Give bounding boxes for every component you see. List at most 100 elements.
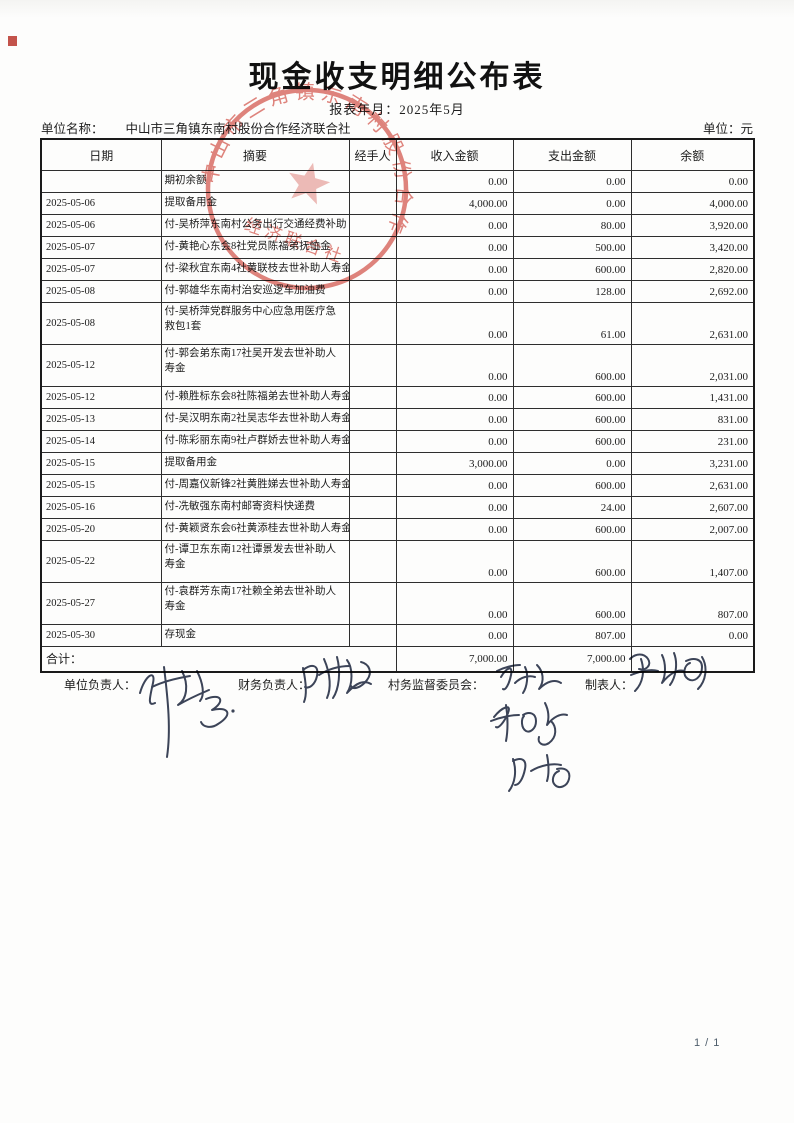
table-row: 2025-05-12 付-郭会弟东南17社吴开发去世补助人寿金 0.00 600.00… xyxy=(40,344,755,387)
header-cell-3: 收入金额 xyxy=(395,138,514,171)
handler-cell xyxy=(348,518,397,541)
total-label: 合计： xyxy=(40,646,397,672)
balance-cell: 4,000.00 xyxy=(630,192,755,215)
handler-cell xyxy=(348,280,397,303)
table-row: 2025-05-15 付-周嘉仪新锋2社黄胜娣去世补助人寿金 0.00 600.00 2… xyxy=(40,474,755,497)
income-cell: 0.00 xyxy=(395,582,514,625)
table-row: 2025-05-20 付-黄颖贤东会6社黄添桂去世补助人寿金 0.00 600.00 2… xyxy=(40,518,755,541)
total-balance xyxy=(630,646,755,672)
summary-cell: 付-冼敏强东南村邮寄资料快递费 xyxy=(160,496,350,519)
tabulator-label: 制表人： xyxy=(585,678,634,692)
header-cell-2: 经手人 xyxy=(348,138,397,171)
table-row: 2025-05-16 付-冼敏强东南村邮寄资料快递费 0.00 24.00 2,607.… xyxy=(40,496,755,519)
handler-cell xyxy=(348,192,397,215)
balance-cell: 2,692.00 xyxy=(630,280,755,303)
balance-cell: 3,420.00 xyxy=(630,236,755,259)
handler-cell xyxy=(348,214,397,237)
summary-cell: 付-袁群芳东南17社赖全弟去世补助人寿金 xyxy=(160,582,350,625)
expense-cell: 500.00 xyxy=(512,236,632,259)
date-cell: 2025-05-12 xyxy=(40,386,162,409)
income-cell: 0.00 xyxy=(395,518,514,541)
table-row: 2025-05-12 付-赖胜标东会8社陈福弟去世补助人寿金 0.00 600.00 1… xyxy=(40,386,755,409)
income-cell: 0.00 xyxy=(395,236,514,259)
balance-cell: 2,031.00 xyxy=(630,344,755,387)
unit-name-label: 单位名称： xyxy=(41,122,104,136)
summary-cell: 付-吴桥萍党群服务中心应急用医疗急救包1套 xyxy=(160,302,350,345)
header-cell-1: 摘要 xyxy=(160,138,350,171)
handler-cell xyxy=(348,386,397,409)
table-header-row: 日期 摘要 经手人 收入金额 支出金额 余额 xyxy=(40,138,755,171)
expense-cell: 61.00 xyxy=(512,302,632,345)
date-cell: 2025-05-27 xyxy=(40,582,162,625)
ledger-table: 日期 摘要 经手人 收入金额 支出金额 余额 期初余额 0.00 0.00 0.00 2025-0… xyxy=(40,138,755,673)
income-cell: 0.00 xyxy=(395,408,514,431)
handler-cell xyxy=(348,302,397,345)
summary-cell: 提取备用金 xyxy=(160,452,350,475)
income-cell: 0.00 xyxy=(395,430,514,453)
expense-cell: 807.00 xyxy=(512,624,632,647)
income-cell: 0.00 xyxy=(395,280,514,303)
table-row: 2025-05-27 付-袁群芳东南17社赖全弟去世补助人寿金 0.00 600.00… xyxy=(40,582,755,625)
date-cell: 2025-05-06 xyxy=(40,192,162,215)
summary-cell: 付-黄艳心东会8社党员陈福弟抚恤金 xyxy=(160,236,350,259)
date-cell: 2025-05-15 xyxy=(40,452,162,475)
expense-cell: 600.00 xyxy=(512,344,632,387)
table-row: 2025-05-30 存现金 0.00 807.00 0.00 xyxy=(40,624,755,647)
handler-cell xyxy=(348,408,397,431)
page-title: 现金收支明细公布表 xyxy=(248,61,546,94)
summary-cell: 付-赖胜标东会8社陈福弟去世补助人寿金 xyxy=(160,386,350,409)
income-cell: 0.00 xyxy=(395,214,514,237)
expense-cell: 0.00 xyxy=(512,170,632,193)
handler-cell xyxy=(348,430,397,453)
summary-cell: 付-吴桥萍东南村公务出行交通经费补助 xyxy=(160,214,350,237)
expense-cell: 600.00 xyxy=(512,474,632,497)
total-expense: 7,000.00 xyxy=(512,646,632,672)
expense-cell: 600.00 xyxy=(512,430,632,453)
handler-cell xyxy=(348,344,397,387)
balance-cell: 1,431.00 xyxy=(630,386,755,409)
income-cell: 0.00 xyxy=(395,258,514,281)
summary-cell: 付-谭卫东东南12社谭景发去世补助人寿金 xyxy=(160,540,350,583)
red-mark xyxy=(8,36,17,46)
balance-cell: 3,920.00 xyxy=(630,214,755,237)
signature-unit-head xyxy=(139,666,235,758)
summary-cell: 付-郭会弟东南17社吴开发去世补助人寿金 xyxy=(160,344,350,387)
income-cell: 0.00 xyxy=(395,540,514,583)
handler-cell xyxy=(348,170,397,193)
table-row: 2025-05-06 付-吴桥萍东南村公务出行交通经费补助 0.00 80.00 3,9… xyxy=(40,214,755,237)
table-row: 2025-05-22 付-谭卫东东南12社谭景发去世补助人寿金 0.00 600.00… xyxy=(40,540,755,583)
handler-cell xyxy=(348,452,397,475)
expense-cell: 24.00 xyxy=(512,496,632,519)
summary-cell: 提取备用金 xyxy=(160,192,350,215)
date-cell: 2025-05-08 xyxy=(40,280,162,303)
summary-cell: 付-陈彩丽东南9社卢群娇去世补助人寿金 xyxy=(160,430,350,453)
header-cell-4: 支出金额 xyxy=(512,138,632,171)
expense-cell: 80.00 xyxy=(512,214,632,237)
table-row: 2025-05-07 付-梁秋宜东南4社黄联枝去世补助人寿金 0.00 600.00 2… xyxy=(40,258,755,281)
signature-supervisor-3 xyxy=(508,754,571,792)
balance-cell: 2,007.00 xyxy=(630,518,755,541)
income-cell: 3,000.00 xyxy=(395,452,514,475)
handler-cell xyxy=(348,236,397,259)
income-cell: 0.00 xyxy=(395,386,514,409)
date-cell: 2025-05-07 xyxy=(40,258,162,281)
table-row: 期初余额 0.00 0.00 0.00 xyxy=(40,170,755,193)
total-row: 合计： 7,000.00 7,000.00 xyxy=(40,646,755,672)
date-cell: 2025-05-16 xyxy=(40,496,162,519)
table-row: 2025-05-08 付-吴桥萍党群服务中心应急用医疗急救包1套 0.00 61.00… xyxy=(40,302,755,345)
balance-cell: 2,631.00 xyxy=(630,302,755,345)
finance-head-label: 财务负责人： xyxy=(238,678,311,692)
currency-unit: 单位：元 xyxy=(702,122,753,136)
date-cell: 2025-05-07 xyxy=(40,236,162,259)
balance-cell: 0.00 xyxy=(630,170,755,193)
expense-cell: 600.00 xyxy=(512,582,632,625)
unit-info-row: 单位名称： 中山市三角镇东南村股份合作经济联合社 单位：元 xyxy=(41,118,753,137)
handler-cell xyxy=(348,258,397,281)
village-supervision-label: 村务监督委员会： xyxy=(388,678,485,692)
signature-supervisor-2 xyxy=(490,702,568,746)
unit-name: 中山市三角镇东南村股份合作经济联合社 xyxy=(125,122,351,136)
date-cell: 2025-05-30 xyxy=(40,624,162,647)
expense-cell: 128.00 xyxy=(512,280,632,303)
report-period: 报表年月：2025年5月 xyxy=(329,102,465,117)
